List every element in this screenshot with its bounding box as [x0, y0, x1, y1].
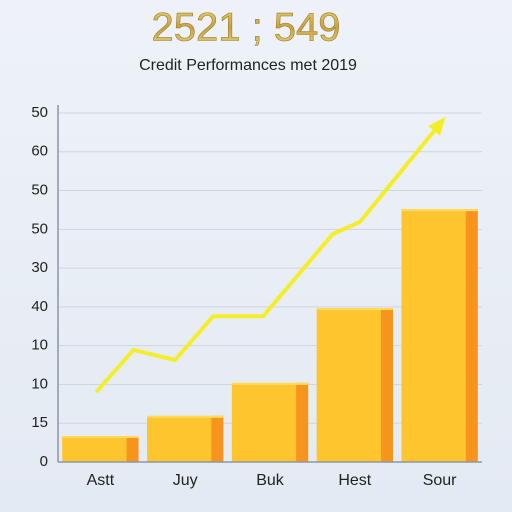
bar-top: [62, 436, 139, 439]
y-tick-label: 50: [31, 220, 48, 237]
chart-title: 2521 ; 549: [151, 6, 340, 50]
bar: [147, 415, 224, 462]
arrow-head: [428, 116, 446, 136]
y-tick-label: 0: [40, 453, 48, 470]
trend-line: [94, 118, 445, 394]
bar-top: [231, 382, 309, 385]
bar-top: [316, 308, 393, 311]
bar-side: [126, 436, 139, 462]
y-tick-label: 30: [31, 259, 48, 276]
bar-top: [147, 415, 224, 418]
y-tick-label: 50: [31, 104, 48, 121]
bar-side: [380, 308, 393, 462]
y-tick-label: 50: [31, 182, 48, 199]
x-tick-label: Astt: [87, 472, 115, 489]
bar: [401, 209, 478, 462]
y-tick-label: 40: [31, 298, 48, 315]
x-tick-label: Buk: [256, 472, 285, 489]
bar-side: [296, 382, 309, 462]
bar-side: [211, 415, 224, 462]
y-tick-label: 10: [31, 375, 48, 392]
chart-subtitle: Credit Performances met 2019: [139, 57, 357, 74]
bar: [316, 308, 393, 462]
y-tick-label: 60: [31, 143, 48, 160]
bar-side: [465, 209, 478, 462]
x-tick-label: Sour: [423, 472, 457, 489]
bar-top: [401, 209, 478, 212]
bar: [62, 436, 139, 462]
x-tick-label: Hest: [338, 472, 371, 489]
x-tick-label: Juy: [173, 472, 198, 489]
y-tick-label: 15: [31, 414, 48, 431]
y-tick-label: 10: [31, 337, 48, 354]
bar: [231, 382, 309, 462]
